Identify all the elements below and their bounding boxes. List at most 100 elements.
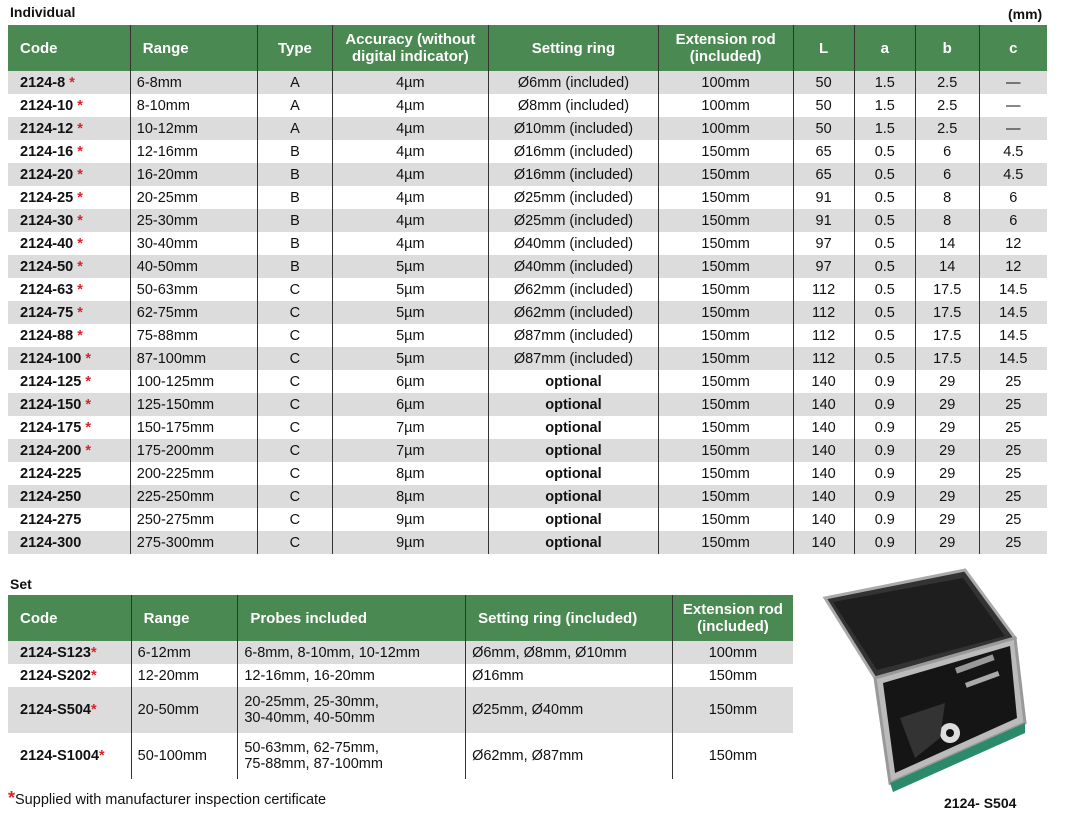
cell: 2.5 xyxy=(914,117,980,140)
cell: 5µm xyxy=(331,347,489,370)
certificate-star: * xyxy=(77,189,83,206)
certificate-star: * xyxy=(77,143,83,160)
cell: 150mm xyxy=(657,416,793,439)
cell: 12 xyxy=(978,232,1047,255)
footnote: *Supplied with manufacturer inspection c… xyxy=(8,788,326,809)
cell: 30-40mm xyxy=(129,232,258,255)
certificate-star: * xyxy=(90,644,97,661)
code-cell: 2124-30 * xyxy=(8,209,131,232)
cell: 8-10mm xyxy=(129,94,258,117)
code-cell: 2124-25 * xyxy=(8,186,130,209)
cell: 0.5 xyxy=(853,301,916,324)
cell: 150mm xyxy=(657,255,793,278)
individual-title: Individual xyxy=(10,4,76,20)
cell: 150mm xyxy=(657,370,793,393)
cell: Ø62mm (included) xyxy=(488,278,659,301)
code-text: 2124-40 xyxy=(20,235,74,252)
table-row: 2124-63 * 50-63mm C 5µm Ø62mm (included) 150m… xyxy=(8,278,1047,301)
cell: 4µm xyxy=(331,71,489,94)
cell: C xyxy=(257,393,333,416)
cell: Ø25mm, Ø40mm xyxy=(465,687,673,733)
code-cell: 2124-75 * xyxy=(8,301,131,324)
cell: 2.5 xyxy=(914,71,980,94)
cell: A xyxy=(257,117,333,140)
cell: 112 xyxy=(792,324,855,347)
cell: 12-16mm, 16-20mm xyxy=(237,664,466,687)
table-row: 2124-S504* 20-50mm 20-25mm, 25-30mm, 30-40… xyxy=(8,687,793,733)
cell: 150mm xyxy=(657,163,793,186)
cell: 0.5 xyxy=(853,324,916,347)
individual-table: Code Range Type Accuracy (without digital i… xyxy=(8,25,1047,554)
cell: B xyxy=(257,255,333,278)
cell: 14.5 xyxy=(978,301,1047,324)
certificate-star: * xyxy=(77,166,83,183)
cell: 29 xyxy=(914,416,980,439)
cell: 17.5 xyxy=(914,301,980,324)
table-row: 2124-50 * 40-50mm B 5µm Ø40mm (included) 150m… xyxy=(8,255,1047,278)
cell: 5µm xyxy=(331,255,489,278)
code-cell: 2124-150 * xyxy=(8,393,131,416)
cell: 0.9 xyxy=(853,485,916,508)
cell: C xyxy=(257,508,333,531)
cell: 100mm xyxy=(657,71,793,94)
code-cell: 2124-S1004* xyxy=(8,733,131,779)
cell: Ø6mm, Ø8mm, Ø10mm xyxy=(465,641,673,664)
code-text: 2124-150 xyxy=(20,396,82,413)
cell: 1.5 xyxy=(853,117,916,140)
cell: 140 xyxy=(792,393,855,416)
cell: Ø87mm (included) xyxy=(488,347,659,370)
cell: 29 xyxy=(914,531,980,554)
cell: optional xyxy=(488,416,659,439)
cell: 150mm xyxy=(657,462,793,485)
certificate-star: * xyxy=(77,258,83,275)
cell: 4µm xyxy=(331,186,489,209)
cell: 25 xyxy=(978,393,1047,416)
cell: 140 xyxy=(792,485,855,508)
column-header: Range xyxy=(130,595,238,641)
cell: 5µm xyxy=(331,324,489,347)
cell: 6 xyxy=(978,209,1047,232)
code-text: 2124-250 xyxy=(20,488,82,505)
cell: C xyxy=(257,347,333,370)
cell: 7µm xyxy=(331,439,489,462)
cell: 150mm xyxy=(657,209,793,232)
code-cell: 2124-16 * xyxy=(8,140,130,163)
cell: 150mm xyxy=(657,439,793,462)
cell: 75-88mm xyxy=(129,324,258,347)
cell: C xyxy=(257,462,333,485)
cell: 50 xyxy=(792,94,855,117)
cell: 0.9 xyxy=(853,531,916,554)
column-header: Code xyxy=(8,25,131,71)
cell: Ø40mm (included) xyxy=(488,255,659,278)
code-text: 2124-25 xyxy=(20,189,74,206)
cell: 4µm xyxy=(331,117,489,140)
cell: C xyxy=(257,439,333,462)
cell: 150mm xyxy=(671,664,793,687)
cell: B xyxy=(257,163,333,186)
column-header: a xyxy=(853,25,916,71)
code-cell: 2124-175 * xyxy=(8,416,130,439)
cell: 150mm xyxy=(657,140,793,163)
cell: A xyxy=(257,71,333,94)
cell: Ø25mm (included) xyxy=(488,186,659,209)
table-row: 2124-300 275-300mm C 9µm optional 150mm 140 0.9… xyxy=(8,531,1047,554)
cell: 0.9 xyxy=(853,416,916,439)
cell: 9µm xyxy=(331,531,489,554)
cell: 14 xyxy=(914,232,980,255)
set-title: Set xyxy=(10,576,32,592)
cell: 140 xyxy=(792,462,855,485)
cell: 140 xyxy=(792,439,855,462)
cell: 50 xyxy=(792,71,855,94)
cell: 4µm xyxy=(331,94,489,117)
cell: 150mm xyxy=(657,301,793,324)
set-table: Code Range Probes included Setting ring (in… xyxy=(8,595,793,779)
cell: 5µm xyxy=(331,301,489,324)
table-row: 2124-S123* 6-12mm 6-8mm, 8-10mm, 10-12mm Ø6… xyxy=(8,641,793,664)
code-text: 2124-30 xyxy=(20,212,74,229)
cell: 112 xyxy=(792,347,855,370)
cell: C xyxy=(257,531,333,554)
certificate-star: * xyxy=(77,97,83,114)
column-header: Accuracy (without digital indicator) xyxy=(331,25,489,71)
cell: 17.5 xyxy=(914,347,980,370)
cell: 20-25mm, 25-30mm, 30-40mm, 40-50mm xyxy=(237,687,466,733)
